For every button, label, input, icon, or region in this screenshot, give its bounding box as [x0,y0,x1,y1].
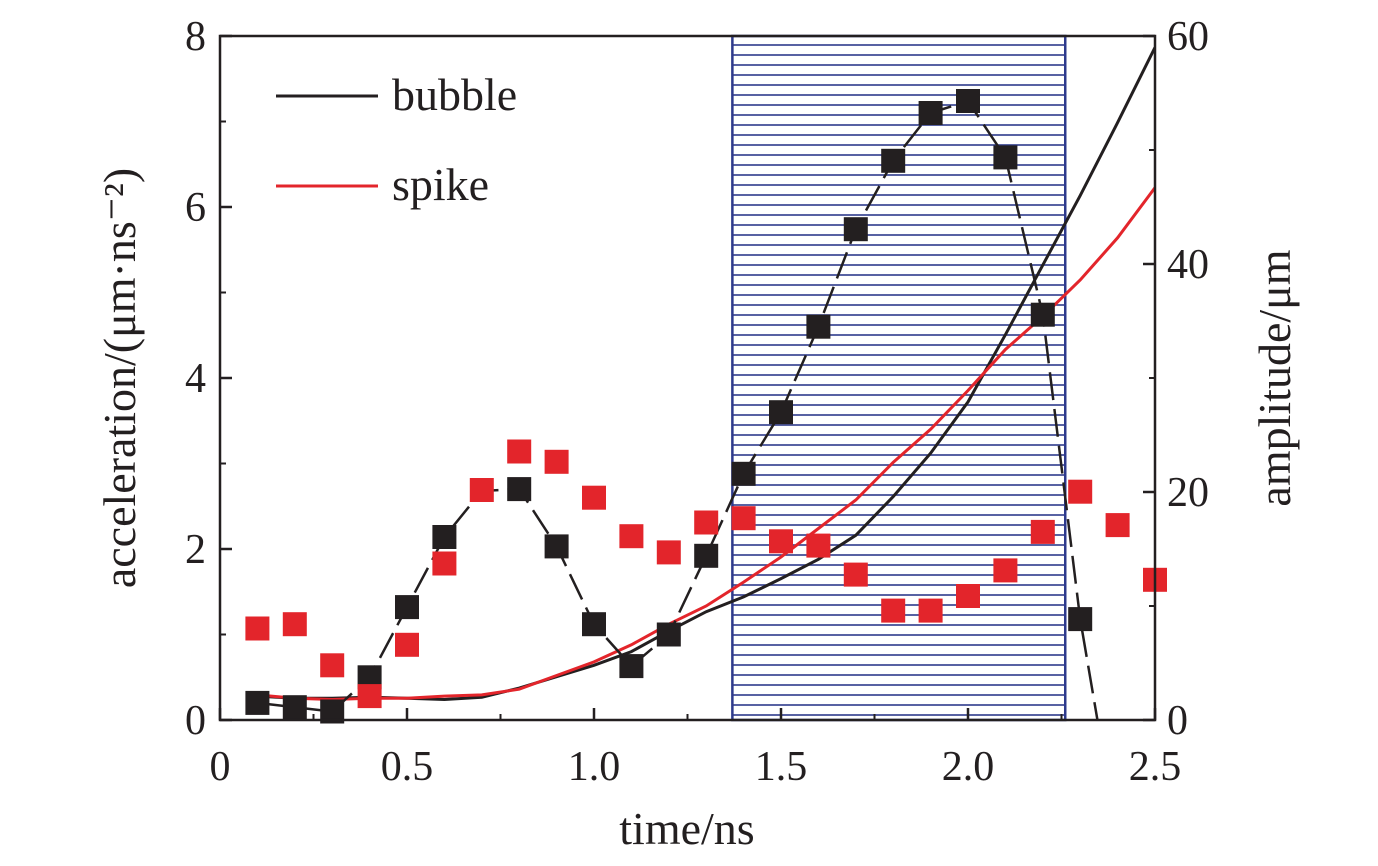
x-tick-label: 2.0 [942,744,995,790]
spike-acceleration-marker [656,540,681,565]
legend: bubble spike [276,69,517,210]
bubble-acceleration-marker [1068,607,1093,632]
y-left-tick-label: 6 [185,185,206,231]
bubble-acceleration-marker [507,477,532,502]
spike-acceleration-marker [245,616,270,641]
spike-acceleration-marker [694,510,719,535]
bubble-acceleration-marker [544,534,569,559]
bubble-acceleration-marker [806,314,831,339]
bubble-acceleration-marker [993,145,1018,170]
bubble-acceleration-marker [582,612,606,637]
legend-label-spike: spike [392,159,489,210]
bubble-acceleration-marker [245,690,270,715]
bubble-acceleration-marker [282,695,307,720]
y-left-tick-label: 0 [185,698,206,744]
spike-acceleration-marker [731,506,756,531]
y-left-tick-label: 8 [185,14,206,60]
bubble-acceleration-marker [956,89,980,113]
bubble-acceleration-marker [395,595,419,620]
bubble-acceleration-marker [619,654,644,679]
bubble-acceleration-marker [843,217,868,242]
bubble-acceleration-marker [1030,302,1055,327]
legend-label-bubble: bubble [392,69,517,120]
x-axis-title: time/ns [619,803,754,854]
spike-acceleration-marker [1030,519,1055,544]
spike-acceleration-marker [1105,513,1130,538]
spike-acceleration-marker [432,551,457,576]
amplitude-curve-spike [257,186,1155,702]
y-right-tick-label: 20 [1167,470,1209,516]
spike-acceleration-marker [619,524,644,549]
bubble-acceleration-marker [918,101,943,125]
spike-acceleration-marker [918,598,943,623]
x-tick-label: 0.5 [381,744,434,790]
spike-acceleration-marker [956,584,980,608]
bubble-acceleration-marker [881,148,906,173]
spike-acceleration-marker [582,485,606,510]
y-right-tick-label: 60 [1167,14,1209,60]
x-tick-label: 1.5 [755,744,808,790]
spike-acceleration-marker [806,533,831,558]
spike-acceleration-marker [1068,479,1093,504]
spike-acceleration-marker [769,529,793,554]
x-tick-label: 1.0 [568,744,621,790]
y-left-axis-title: acceleration/(μm·ns⁻²) [94,168,145,588]
spike-acceleration-marker [881,598,906,623]
x-tick-label: 0 [210,744,231,790]
spike-acceleration-marker [544,449,569,474]
spike-acceleration-marker [993,558,1018,583]
bubble-acceleration-marker [731,461,756,486]
bubble-acceleration-marker [694,543,719,568]
bubble-acceleration-marker [432,525,457,549]
spike-acceleration-marker [357,684,382,709]
y-left-tick-label: 4 [185,356,206,402]
y-right-tick-label: 0 [1167,698,1188,744]
x-tick-label: 2.5 [1129,744,1182,790]
spike-acceleration-marker [320,653,345,678]
spike-acceleration-marker [282,612,307,637]
spike-acceleration-marker [507,439,532,464]
y-left-tick-label: 2 [185,527,206,573]
y-right-axis-title: amplitude/μm [1249,249,1300,506]
spike-acceleration-marker [395,632,419,657]
spike-acceleration-marker [469,478,494,502]
y-right-tick-label: 40 [1167,242,1209,288]
bubble-acceleration-marker [656,622,681,647]
spike-acceleration-marker [843,562,868,587]
bubble-acceleration-marker [769,400,793,425]
